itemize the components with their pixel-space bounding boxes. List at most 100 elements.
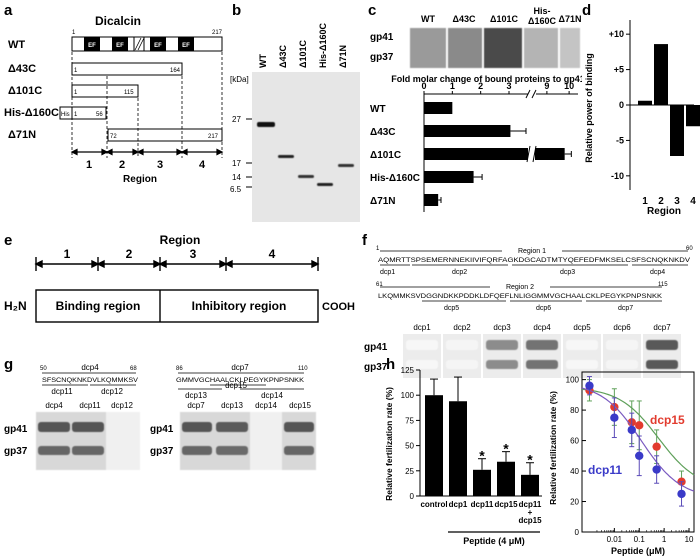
d-bar <box>686 105 700 127</box>
d-y-tick-label: -10 <box>611 171 624 181</box>
panel-e-region-map: Region 1 2 3 4 H₂N Binding region Inhibi… <box>4 233 355 323</box>
e-c-terminus: COOH <box>322 301 355 313</box>
g-left-sub-dcp11: dcp11 <box>51 387 73 396</box>
f-pep-dcp1: dcp1 <box>380 269 395 276</box>
ef-label-2: EF <box>116 43 124 49</box>
c-bar-label: Δ101C <box>370 150 401 161</box>
gel-lane-his-d160c: His-Δ160C <box>318 23 328 68</box>
region-3-label: 3 <box>157 159 163 171</box>
region-2-label: 2 <box>119 159 125 171</box>
i-point-dcp15 <box>635 421 644 430</box>
h-y-tick-label: 0 <box>410 492 415 501</box>
c-bar <box>424 194 439 206</box>
ef-hand-3 <box>150 37 166 51</box>
his-tag-label: His <box>61 112 70 118</box>
i-y-tick-label: 20 <box>570 498 579 507</box>
f-blot-band-gp37 <box>566 360 598 369</box>
panel-label-b: b <box>232 2 242 19</box>
panel-c-pulldown: WT Δ43C Δ101C His- Δ160C Δ71N gp41 gp37 … <box>370 6 582 212</box>
f-blot-lane-label: dcp3 <box>493 323 511 332</box>
c-bar-label: WT <box>370 104 386 115</box>
c-bar-label: His-Δ160C <box>370 173 420 184</box>
h-bar <box>449 401 467 496</box>
g-right-band-dcp15-gp41 <box>284 422 314 432</box>
c-chart-title: Fold molar change of bound proteins to g… <box>391 74 582 84</box>
gel-band-d101c <box>298 175 314 178</box>
e-n-terminus: H₂N <box>4 299 27 313</box>
c-x-tick-label: 10 <box>564 81 574 91</box>
f-region2-label: Region 2 <box>506 284 534 291</box>
construct-label-wt: WT <box>8 39 25 51</box>
h-x-tick-label: dcp11 <box>471 500 494 509</box>
c-blot-lane-d101c: Δ101C <box>490 14 518 24</box>
d-x-tick-label: 3 <box>674 196 680 207</box>
f-blot-lane-label: dcp5 <box>573 323 591 332</box>
g-right-band-dcp13-gp41 <box>216 422 248 432</box>
g-left-end: 68 <box>130 366 137 372</box>
panel-f-peptide-map: 1 60 Region 1 AQMRTTSPSEMERNNEKIIVIFQRFA… <box>376 246 693 312</box>
g-left-row-gp37: gp37 <box>4 446 28 457</box>
h-bar <box>425 395 443 496</box>
f-seq1: AQMRTTSPSEMERNNEKIIVIFQRFAGKDGCADTMTYQEF… <box>378 257 691 264</box>
d-xlabel: Region <box>647 206 681 217</box>
d71n-start: 72 <box>110 134 117 140</box>
f-pep-dcp4: dcp4 <box>650 269 665 276</box>
h-x-tick-label: dcp15 <box>494 500 518 509</box>
construct-label-his-d160c: His-Δ160C <box>4 107 59 119</box>
f-blot-band-gp37 <box>486 360 518 369</box>
h-significance-star: * <box>503 441 509 457</box>
f-blot-lane-label: dcp7 <box>653 323 671 332</box>
i-ylabel: Relative fertilization rate (%) <box>548 391 558 505</box>
f-seq2: LKQMMKSVDGGNDKKPDDKLDFQEFLNLIGGMMVGCHAAL… <box>378 293 662 300</box>
g-right-sub-dcp14: dcp14 <box>261 391 283 400</box>
f-blot-band-gp41 <box>486 340 518 350</box>
c-blot-strip-wt <box>410 28 446 68</box>
g-left-start: 50 <box>40 366 47 372</box>
c-break-mark <box>525 89 531 99</box>
d-y-tick-label: 0 <box>619 100 624 110</box>
i-point-dcp11 <box>610 413 619 422</box>
marker-14: 14 <box>232 173 241 182</box>
i-legend-dcp15: dcp15 <box>650 413 685 427</box>
f-blot-band-gp41 <box>526 340 558 350</box>
d-y-tick-label: +10 <box>609 29 624 39</box>
marker-17: 17 <box>232 159 241 168</box>
g-right-sub-dcp13: dcp13 <box>185 391 207 400</box>
gel-band-his-d160c <box>317 183 333 186</box>
gel-lane-d101c: Δ101C <box>298 40 308 68</box>
g-left-band-dcp11-gp37 <box>72 446 104 455</box>
f-blot-lane-label: dcp1 <box>413 323 431 332</box>
g-right-start: 86 <box>176 366 183 372</box>
panel-label-h: h <box>386 356 396 373</box>
panel-label-c: c <box>368 2 377 19</box>
h-bar <box>521 474 539 496</box>
g-right-lane-dcp7: dcp7 <box>187 401 205 410</box>
ef-hand-4 <box>178 37 194 51</box>
f-pep-dcp5: dcp5 <box>444 305 459 312</box>
c-bar-label: Δ71N <box>370 196 396 207</box>
c-bar <box>424 171 474 183</box>
dicalcin-title: Dicalcin <box>95 14 141 28</box>
gel-background <box>252 72 360 222</box>
g-right-row-gp37: gp37 <box>150 446 174 457</box>
h-y-tick-label: 125 <box>401 366 415 375</box>
d-y-tick-label: -5 <box>616 135 624 145</box>
i-xlabel: Peptide (μM) <box>611 546 665 556</box>
d-bar <box>654 44 668 105</box>
panel-a-domain-diagram: Dicalcin 1 217 WT EF EF EF EF Δ43C 1 164… <box>4 14 224 185</box>
i-y-tick-label: 40 <box>570 467 579 476</box>
c-blot-row-gp37: gp37 <box>370 52 394 63</box>
f-blot-band-gp41 <box>606 340 638 350</box>
panel-i-dose-response: Relative fertilization rate (%) 0 20 40 60 8… <box>548 371 695 556</box>
g-left-lane-dcp11: dcp11 <box>79 401 101 410</box>
e-region-4: 4 <box>269 247 276 261</box>
g-left-band-dcp4-gp41 <box>38 422 70 432</box>
panel-label-g: g <box>4 356 14 373</box>
g-right-band-dcp7-gp37 <box>182 446 212 455</box>
h-y-tick-label: 100 <box>401 391 415 400</box>
f-region1-label: Region 1 <box>518 248 546 255</box>
g-left-band-dcp4-gp37 <box>38 446 70 455</box>
h-x-tick-label: dcp11 + dcp15 <box>518 500 542 525</box>
panel-label-d: d <box>582 2 592 19</box>
h-significance-star: * <box>479 448 485 464</box>
